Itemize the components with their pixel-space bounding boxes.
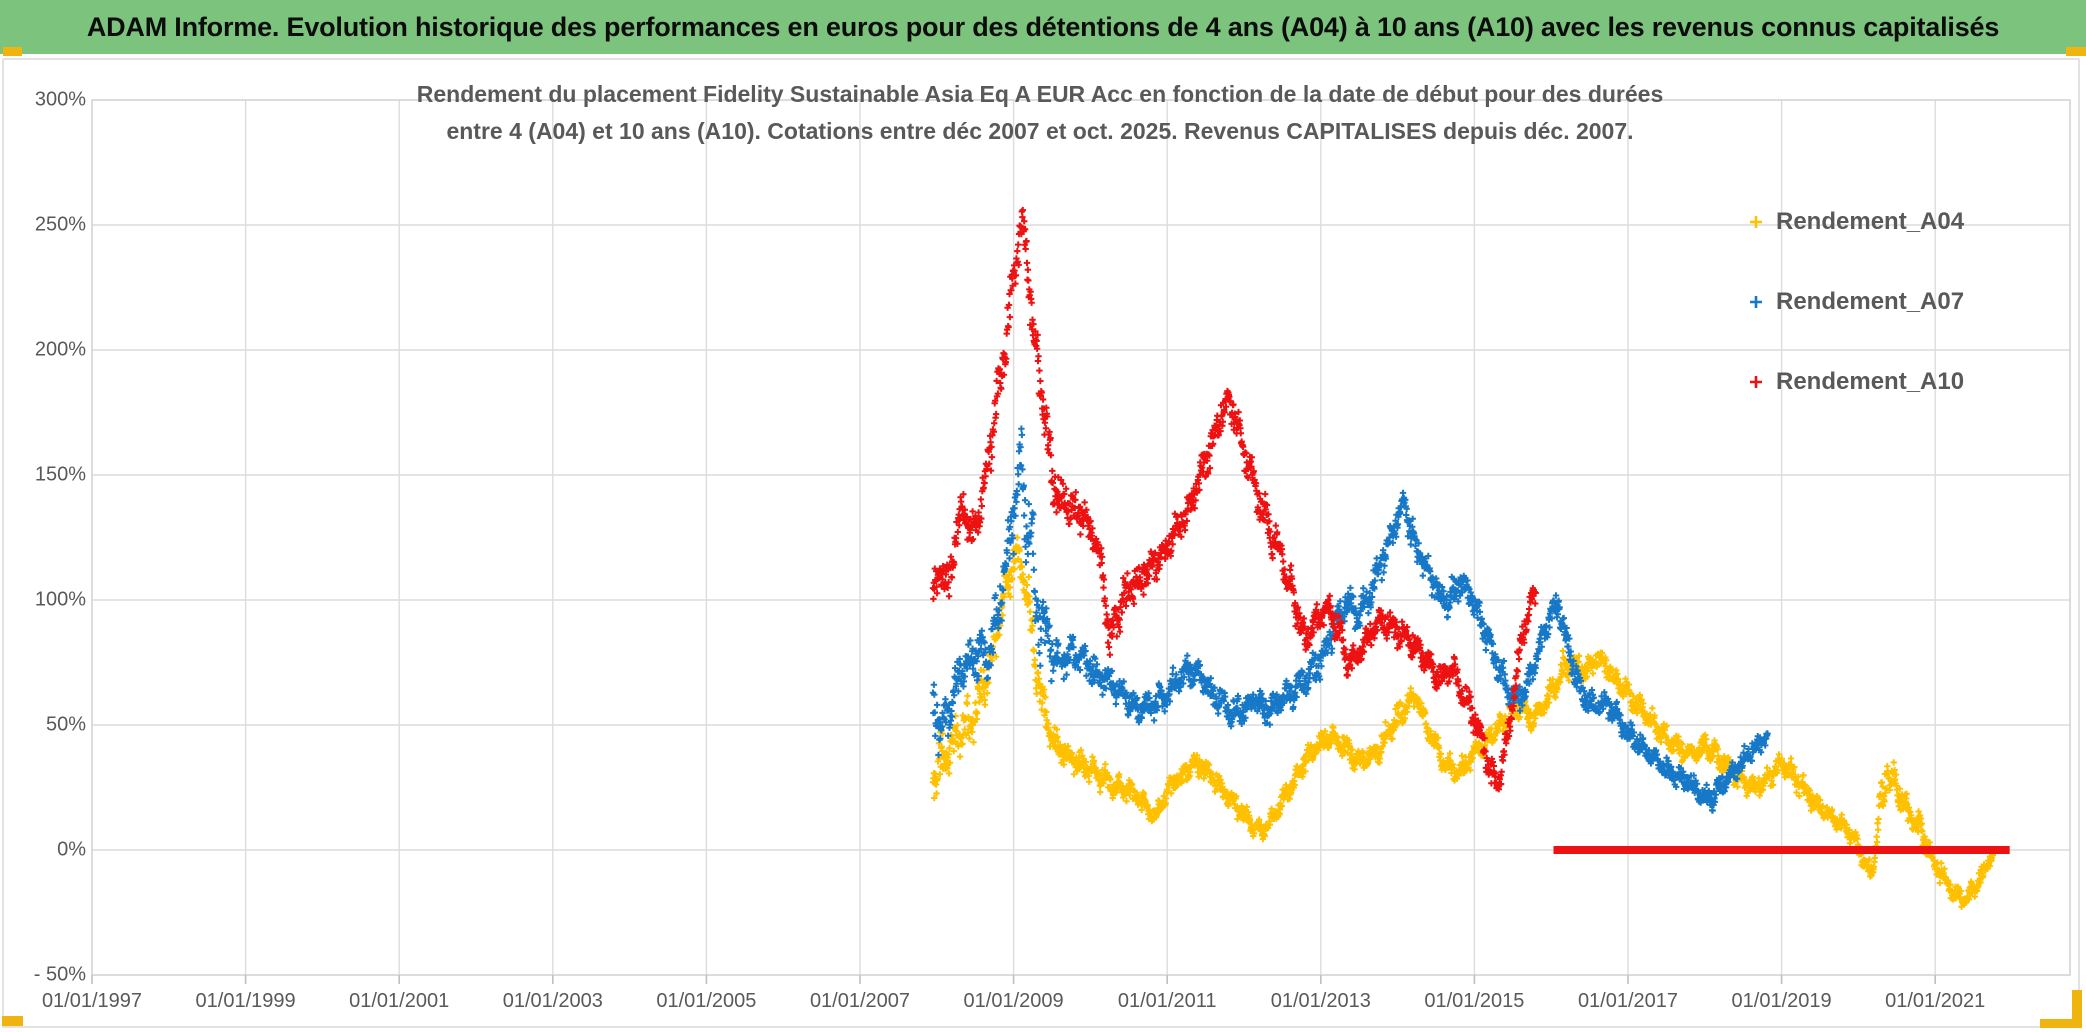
plus-marker-icon [1750, 296, 1762, 308]
chart-title-line-1: Rendement du placement Fidelity Sustaina… [416, 81, 1664, 107]
y-axis-tick-label: 200% [34, 338, 86, 361]
gold-accent-top-right [2066, 47, 2086, 56]
chart-title-line-2: entre 4 (A04) et 10 ans (A10). Cotations… [446, 118, 1634, 144]
legend-item-rendement_a07: Rendement_A07 [1748, 286, 1964, 318]
x-axis-tick-marks [91, 975, 1936, 984]
y-axis-tick-label: - 50% [33, 963, 86, 986]
y-axis-tick-label: 100% [34, 588, 86, 611]
x-axis-tick-label: 01/01/2005 [656, 990, 757, 1012]
x-axis-tick-label: 01/01/1999 [195, 990, 296, 1012]
gold-accent-top-left [3, 47, 22, 56]
x-axis-tick-label: 01/01/2001 [349, 990, 450, 1012]
x-axis-tick-label: 01/01/2003 [502, 990, 603, 1012]
header-title: ADAM Informe. Evolution historique des p… [86, 11, 2000, 42]
plus-marker-icon [1750, 216, 1762, 228]
scatter-series-rendement_a10 [929, 206, 1539, 793]
legend-label: Rendement_A04 [1776, 208, 1965, 235]
chart-frame [2, 58, 2080, 1028]
legend-label: Rendement_A10 [1776, 368, 1965, 395]
y-axis-tick-label: 150% [34, 463, 86, 486]
scatter-series-rendement_a07 [929, 425, 1771, 814]
header-banner: ADAM Informe. Evolution historique des p… [0, 0, 2086, 54]
legend-label: Rendement_A07 [1776, 288, 1965, 315]
x-axis-tick-label: 01/01/2013 [1270, 990, 1371, 1012]
x-axis-tick-label: 01/01/1997 [41, 990, 143, 1012]
y-axis-tick-label: 50% [45, 713, 86, 736]
x-axis-tick-label: 01/01/2021 [1885, 990, 1986, 1012]
x-axis-tick-label: 01/01/2019 [1731, 990, 1832, 1012]
y-axis-tick-label: 300% [34, 88, 86, 111]
gold-accent-bottom-right-horizontal [2040, 1019, 2082, 1028]
y-axis-tick-label: 250% [34, 213, 86, 236]
plus-marker-icon [1750, 376, 1762, 388]
x-axis-tick-label: 01/01/2015 [1424, 990, 1525, 1012]
legend-item-rendement_a10: Rendement_A10 [1748, 366, 1964, 398]
x-axis-tick-label: 01/01/2017 [1577, 990, 1679, 1012]
x-axis-tick-label: 01/01/2009 [963, 990, 1064, 1012]
chart-title: Rendement du placement Fidelity Sustaina… [290, 76, 1790, 150]
plot-border [91, 99, 2071, 976]
x-axis-tick-label: 01/01/2007 [809, 990, 911, 1012]
y-axis-tick-label: 0% [57, 838, 86, 861]
gold-accent-bottom-right-vertical [2072, 990, 2082, 1028]
legend-item-rendement_a04: Rendement_A04 [1748, 206, 1964, 238]
gold-accent-bottom-left [2, 1016, 23, 1026]
x-axis-tick-label: 01/01/2011 [1117, 990, 1217, 1012]
